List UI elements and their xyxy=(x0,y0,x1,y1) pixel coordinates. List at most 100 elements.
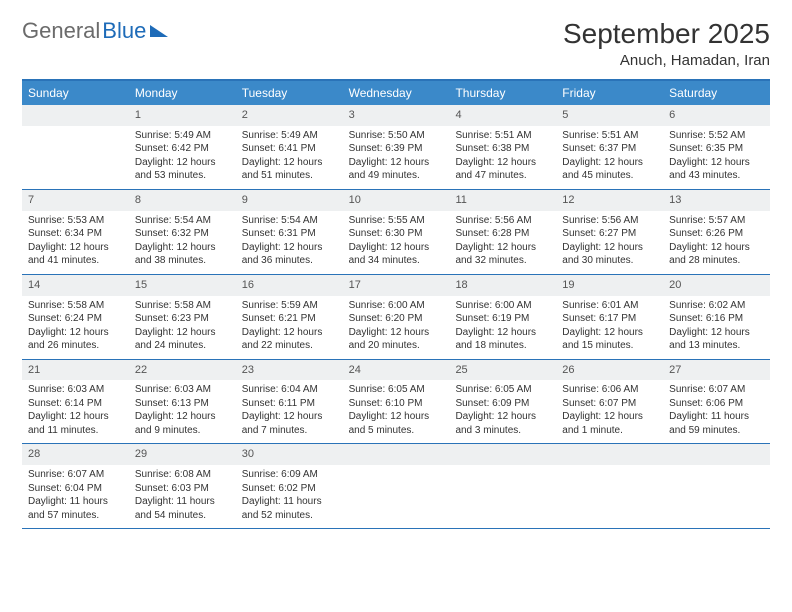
sunrise-text: Sunrise: 5:58 AM xyxy=(135,299,230,313)
day-details: Sunrise: 5:53 AMSunset: 6:34 PMDaylight:… xyxy=(22,211,129,274)
day-number: 5 xyxy=(556,105,663,126)
sunrise-text: Sunrise: 6:07 AM xyxy=(28,468,123,482)
day-number: 6 xyxy=(663,105,770,126)
sunset-text: Sunset: 6:37 PM xyxy=(562,142,657,156)
day-cell: 30Sunrise: 6:09 AMSunset: 6:02 PMDayligh… xyxy=(236,444,343,528)
weekday-col: Tuesday xyxy=(236,81,343,105)
weekday-header: Sunday Monday Tuesday Wednesday Thursday… xyxy=(22,81,770,105)
sunrise-text: Sunrise: 6:05 AM xyxy=(455,383,550,397)
day-cell xyxy=(556,444,663,528)
sunrise-text: Sunrise: 6:03 AM xyxy=(28,383,123,397)
sunset-text: Sunset: 6:34 PM xyxy=(28,227,123,241)
sunrise-text: Sunrise: 6:08 AM xyxy=(135,468,230,482)
day-cell xyxy=(663,444,770,528)
day-details: Sunrise: 6:08 AMSunset: 6:03 PMDaylight:… xyxy=(129,465,236,528)
sunset-text: Sunset: 6:14 PM xyxy=(28,397,123,411)
calendar: Sunday Monday Tuesday Wednesday Thursday… xyxy=(22,79,770,529)
sunrise-text: Sunrise: 5:51 AM xyxy=(455,129,550,143)
sunset-text: Sunset: 6:31 PM xyxy=(242,227,337,241)
day-details: Sunrise: 6:00 AMSunset: 6:19 PMDaylight:… xyxy=(449,296,556,359)
day-details: Sunrise: 6:06 AMSunset: 6:07 PMDaylight:… xyxy=(556,380,663,443)
day-number: 21 xyxy=(22,360,129,381)
sunset-text: Sunset: 6:17 PM xyxy=(562,312,657,326)
sunset-text: Sunset: 6:03 PM xyxy=(135,482,230,496)
day-number: 25 xyxy=(449,360,556,381)
day-number: 19 xyxy=(556,275,663,296)
daylight-text: Daylight: 12 hours and 34 minutes. xyxy=(349,241,444,268)
day-number: 3 xyxy=(343,105,450,126)
logo-text-2: Blue xyxy=(102,18,168,44)
day-cell: 3Sunrise: 5:50 AMSunset: 6:39 PMDaylight… xyxy=(343,105,450,189)
week-row: 14Sunrise: 5:58 AMSunset: 6:24 PMDayligh… xyxy=(22,275,770,360)
sunrise-text: Sunrise: 6:03 AM xyxy=(135,383,230,397)
day-cell: 23Sunrise: 6:04 AMSunset: 6:11 PMDayligh… xyxy=(236,360,343,444)
week-row: 21Sunrise: 6:03 AMSunset: 6:14 PMDayligh… xyxy=(22,360,770,445)
sunset-text: Sunset: 6:19 PM xyxy=(455,312,550,326)
day-details: Sunrise: 5:57 AMSunset: 6:26 PMDaylight:… xyxy=(663,211,770,274)
sunrise-text: Sunrise: 6:02 AM xyxy=(669,299,764,313)
daylight-text: Daylight: 12 hours and 53 minutes. xyxy=(135,156,230,183)
day-details: Sunrise: 5:58 AMSunset: 6:24 PMDaylight:… xyxy=(22,296,129,359)
daylight-text: Daylight: 12 hours and 36 minutes. xyxy=(242,241,337,268)
day-number: 8 xyxy=(129,190,236,211)
day-cell: 9Sunrise: 5:54 AMSunset: 6:31 PMDaylight… xyxy=(236,190,343,274)
day-number: 28 xyxy=(22,444,129,465)
day-details: Sunrise: 6:03 AMSunset: 6:14 PMDaylight:… xyxy=(22,380,129,443)
day-number xyxy=(449,444,556,465)
day-cell: 11Sunrise: 5:56 AMSunset: 6:28 PMDayligh… xyxy=(449,190,556,274)
logo: GeneralBlue xyxy=(22,18,168,44)
day-number xyxy=(343,444,450,465)
daylight-text: Daylight: 12 hours and 20 minutes. xyxy=(349,326,444,353)
day-number: 2 xyxy=(236,105,343,126)
day-number xyxy=(556,444,663,465)
day-cell: 24Sunrise: 6:05 AMSunset: 6:10 PMDayligh… xyxy=(343,360,450,444)
day-cell: 7Sunrise: 5:53 AMSunset: 6:34 PMDaylight… xyxy=(22,190,129,274)
daylight-text: Daylight: 12 hours and 15 minutes. xyxy=(562,326,657,353)
sunrise-text: Sunrise: 6:07 AM xyxy=(669,383,764,397)
sunset-text: Sunset: 6:28 PM xyxy=(455,227,550,241)
week-row: 7Sunrise: 5:53 AMSunset: 6:34 PMDaylight… xyxy=(22,190,770,275)
daylight-text: Daylight: 12 hours and 22 minutes. xyxy=(242,326,337,353)
day-details: Sunrise: 6:07 AMSunset: 6:06 PMDaylight:… xyxy=(663,380,770,443)
day-details: Sunrise: 5:56 AMSunset: 6:27 PMDaylight:… xyxy=(556,211,663,274)
sunrise-text: Sunrise: 5:49 AM xyxy=(135,129,230,143)
day-number: 12 xyxy=(556,190,663,211)
day-number xyxy=(22,105,129,126)
day-number: 4 xyxy=(449,105,556,126)
day-details: Sunrise: 5:52 AMSunset: 6:35 PMDaylight:… xyxy=(663,126,770,189)
sunset-text: Sunset: 6:27 PM xyxy=(562,227,657,241)
sunset-text: Sunset: 6:06 PM xyxy=(669,397,764,411)
day-cell: 12Sunrise: 5:56 AMSunset: 6:27 PMDayligh… xyxy=(556,190,663,274)
daylight-text: Daylight: 12 hours and 5 minutes. xyxy=(349,410,444,437)
day-details: Sunrise: 6:00 AMSunset: 6:20 PMDaylight:… xyxy=(343,296,450,359)
day-cell: 1Sunrise: 5:49 AMSunset: 6:42 PMDaylight… xyxy=(129,105,236,189)
weekday-col: Wednesday xyxy=(343,81,450,105)
week-row: 1Sunrise: 5:49 AMSunset: 6:42 PMDaylight… xyxy=(22,105,770,190)
day-cell: 10Sunrise: 5:55 AMSunset: 6:30 PMDayligh… xyxy=(343,190,450,274)
day-details: Sunrise: 5:51 AMSunset: 6:38 PMDaylight:… xyxy=(449,126,556,189)
sunrise-text: Sunrise: 5:59 AM xyxy=(242,299,337,313)
day-details: Sunrise: 5:54 AMSunset: 6:31 PMDaylight:… xyxy=(236,211,343,274)
daylight-text: Daylight: 12 hours and 3 minutes. xyxy=(455,410,550,437)
daylight-text: Daylight: 12 hours and 18 minutes. xyxy=(455,326,550,353)
day-cell: 22Sunrise: 6:03 AMSunset: 6:13 PMDayligh… xyxy=(129,360,236,444)
day-number: 27 xyxy=(663,360,770,381)
header-bar: GeneralBlue September 2025 Anuch, Hamada… xyxy=(22,18,770,69)
daylight-text: Daylight: 12 hours and 41 minutes. xyxy=(28,241,123,268)
day-cell: 26Sunrise: 6:06 AMSunset: 6:07 PMDayligh… xyxy=(556,360,663,444)
sunset-text: Sunset: 6:21 PM xyxy=(242,312,337,326)
day-number: 20 xyxy=(663,275,770,296)
daylight-text: Daylight: 12 hours and 51 minutes. xyxy=(242,156,337,183)
day-cell: 16Sunrise: 5:59 AMSunset: 6:21 PMDayligh… xyxy=(236,275,343,359)
day-cell xyxy=(449,444,556,528)
title-block: September 2025 Anuch, Hamadan, Iran xyxy=(563,18,770,69)
day-details: Sunrise: 5:54 AMSunset: 6:32 PMDaylight:… xyxy=(129,211,236,274)
sunrise-text: Sunrise: 6:09 AM xyxy=(242,468,337,482)
daylight-text: Daylight: 12 hours and 24 minutes. xyxy=(135,326,230,353)
daylight-text: Daylight: 12 hours and 13 minutes. xyxy=(669,326,764,353)
daylight-text: Daylight: 12 hours and 30 minutes. xyxy=(562,241,657,268)
daylight-text: Daylight: 12 hours and 38 minutes. xyxy=(135,241,230,268)
sunrise-text: Sunrise: 5:58 AM xyxy=(28,299,123,313)
day-cell: 4Sunrise: 5:51 AMSunset: 6:38 PMDaylight… xyxy=(449,105,556,189)
sunrise-text: Sunrise: 6:00 AM xyxy=(349,299,444,313)
